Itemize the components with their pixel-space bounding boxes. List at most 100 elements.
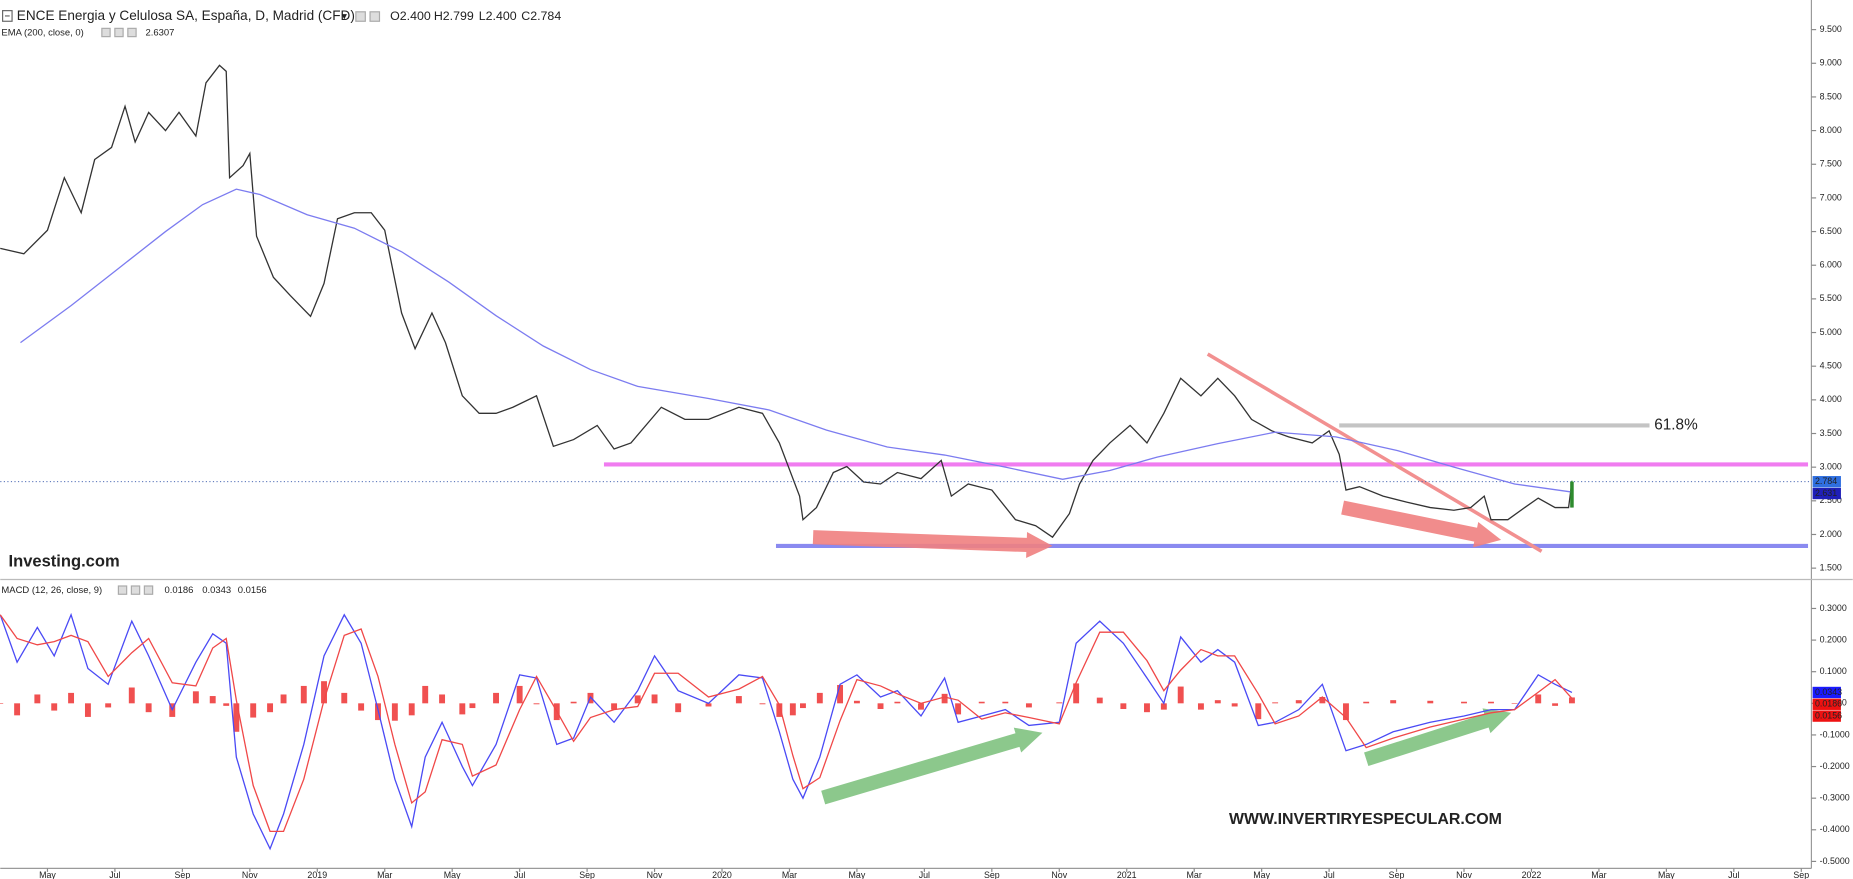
series-line bbox=[0, 64, 1573, 539]
macd-legend: MACD (12, 26, close, 9) bbox=[1, 585, 102, 596]
histogram-bar bbox=[1144, 703, 1150, 713]
price-tag bbox=[1812, 476, 1841, 488]
y-tick-label: 3.500 bbox=[1820, 428, 1842, 438]
x-tick-label: Mar bbox=[1591, 870, 1606, 879]
histogram-bar bbox=[1568, 697, 1575, 704]
histogram-bar bbox=[250, 703, 257, 718]
histogram-bar bbox=[651, 694, 658, 704]
histogram-bar bbox=[1120, 703, 1127, 710]
histogram-bar bbox=[469, 703, 476, 709]
histogram-bar bbox=[1002, 701, 1009, 704]
y-tick-label: 0.2000 bbox=[1820, 634, 1847, 644]
x-tick-label: Jul bbox=[919, 870, 930, 879]
histogram-bar bbox=[1552, 703, 1559, 706]
histogram-bar bbox=[267, 703, 274, 713]
histogram-bar bbox=[1511, 703, 1518, 704]
histogram-bar bbox=[759, 703, 766, 705]
histogram-bar bbox=[837, 684, 844, 704]
x-tick-label: 2020 bbox=[712, 870, 732, 879]
histogram-bar bbox=[1319, 696, 1326, 704]
y-tick-label: 3.000 bbox=[1820, 462, 1842, 472]
histogram-bar bbox=[391, 703, 398, 721]
y-tick-label: 6.500 bbox=[1820, 226, 1842, 236]
x-tick-label: Jul bbox=[1728, 870, 1739, 879]
y-tick-label: -0.3000 bbox=[1820, 793, 1850, 803]
x-tick-label: May bbox=[39, 870, 56, 879]
x-tick-label: Jul bbox=[109, 870, 120, 879]
y-tick-label: 0.3000 bbox=[1820, 603, 1847, 613]
histogram-bar bbox=[941, 693, 948, 704]
trend-line bbox=[1206, 352, 1543, 553]
arrow bbox=[821, 727, 1043, 805]
price-tag-label: 2.784 bbox=[1815, 476, 1837, 486]
y-tick-label: 7.500 bbox=[1820, 159, 1842, 169]
y-tick-label: 8.500 bbox=[1820, 91, 1842, 101]
ema-legend: EMA (200, close, 0) bbox=[1, 28, 83, 39]
settings-icon[interactable] bbox=[355, 11, 366, 22]
legend-icon[interactable] bbox=[117, 585, 128, 595]
histogram-bar bbox=[422, 685, 429, 704]
histogram-bar bbox=[955, 703, 962, 715]
close-icon[interactable] bbox=[369, 11, 381, 22]
level-label: 61.8% bbox=[1654, 416, 1698, 433]
x-tick-label: 2019 bbox=[307, 870, 327, 879]
price-tag-label: 0.0156 bbox=[1815, 710, 1842, 720]
histogram-bar bbox=[1535, 694, 1542, 704]
histogram-bar bbox=[1025, 703, 1032, 708]
y-tick-label: 5.500 bbox=[1820, 293, 1842, 303]
price-tag-label: 0.0186 bbox=[1815, 699, 1842, 709]
y-tick-label: 4.000 bbox=[1820, 394, 1842, 404]
legend-icon[interactable] bbox=[143, 585, 154, 595]
x-tick-label: Sep bbox=[579, 870, 595, 879]
x-tick-label: Nov bbox=[1456, 870, 1472, 879]
chart-title: ENCE Energia y Celulosa SA, España, D, M… bbox=[17, 8, 355, 23]
legend-icon[interactable] bbox=[130, 585, 141, 595]
histogram-bar bbox=[800, 703, 806, 709]
price-tag bbox=[1812, 710, 1841, 722]
histogram-bar bbox=[300, 685, 307, 704]
collapse-icon[interactable] bbox=[2, 10, 13, 22]
arrow bbox=[1341, 500, 1502, 548]
x-tick-label: Sep bbox=[984, 870, 1000, 879]
dropdown-caret[interactable]: ▾ bbox=[342, 10, 348, 22]
legend-value: 2.6307 bbox=[146, 28, 175, 39]
x-tick-label: Mar bbox=[377, 870, 392, 879]
y-tick-label: 8.000 bbox=[1820, 125, 1842, 135]
legend-icon[interactable] bbox=[101, 27, 111, 38]
histogram-bar bbox=[493, 692, 499, 704]
price-tag bbox=[1812, 686, 1841, 699]
legend-value: 0.0186 bbox=[164, 585, 193, 596]
x-tick-label: May bbox=[444, 870, 461, 879]
histogram-bar bbox=[918, 703, 924, 710]
x-tick-label: May bbox=[1253, 870, 1270, 879]
arrow bbox=[812, 530, 1053, 558]
website-annotation: WWW.INVERTIRYESPECULAR.COM bbox=[1229, 811, 1502, 828]
histogram-bar bbox=[1363, 701, 1370, 704]
x-tick-label: Nov bbox=[1051, 870, 1067, 879]
histogram-bar bbox=[816, 692, 823, 704]
y-tick-label: -0.1000 bbox=[1820, 729, 1850, 739]
histogram-bar bbox=[634, 695, 641, 704]
x-tick-label: Mar bbox=[782, 870, 797, 879]
y-tick-label: 2.000 bbox=[1820, 529, 1842, 539]
x-tick-label: Sep bbox=[1389, 870, 1405, 879]
y-tick-label: 9.500 bbox=[1820, 24, 1842, 34]
legend-icon[interactable] bbox=[127, 27, 137, 38]
histogram-bar bbox=[439, 694, 446, 704]
histogram-bar bbox=[1390, 700, 1397, 704]
candle-body bbox=[1570, 481, 1574, 508]
histogram-bar bbox=[280, 694, 287, 704]
histogram-bar bbox=[408, 703, 415, 716]
ohlc-low: L2.400 bbox=[479, 9, 517, 23]
histogram-bar bbox=[853, 700, 860, 704]
legend-icon[interactable] bbox=[114, 27, 124, 38]
x-tick-label: Sep bbox=[1793, 870, 1809, 879]
histogram-bar bbox=[894, 701, 901, 704]
series-line bbox=[20, 188, 1573, 493]
histogram-bar bbox=[570, 701, 577, 704]
x-tick-label: 2021 bbox=[1117, 870, 1137, 879]
histogram-bar bbox=[0, 703, 4, 704]
histogram-bar bbox=[1197, 703, 1204, 710]
legend-value: 0.0343 bbox=[202, 585, 231, 596]
